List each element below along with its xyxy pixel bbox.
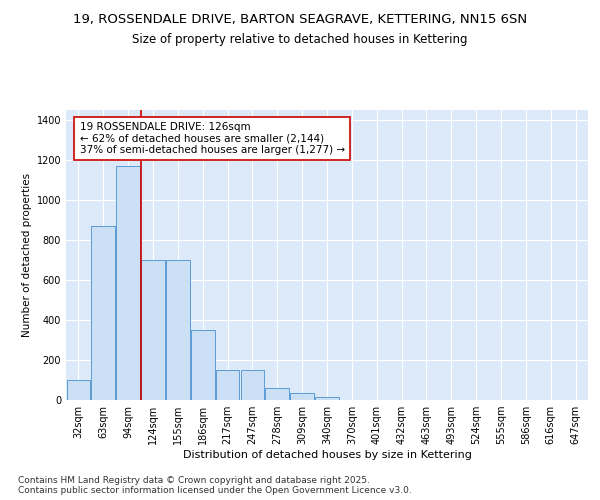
Bar [216,370,239,400]
X-axis label: Distribution of detached houses by size in Kettering: Distribution of detached houses by size … [182,450,472,460]
Bar [241,370,264,400]
Bar [141,260,165,400]
Bar [91,226,115,400]
Text: 19 ROSSENDALE DRIVE: 126sqm
← 62% of detached houses are smaller (2,144)
37% of : 19 ROSSENDALE DRIVE: 126sqm ← 62% of det… [80,122,345,155]
Bar [116,166,140,400]
Text: Contains HM Land Registry data © Crown copyright and database right 2025.
Contai: Contains HM Land Registry data © Crown c… [18,476,412,495]
Bar [315,397,339,400]
Bar [191,330,215,400]
Bar [290,393,314,400]
Y-axis label: Number of detached properties: Number of detached properties [22,173,32,337]
Bar [67,380,90,400]
Text: 19, ROSSENDALE DRIVE, BARTON SEAGRAVE, KETTERING, NN15 6SN: 19, ROSSENDALE DRIVE, BARTON SEAGRAVE, K… [73,12,527,26]
Bar [265,388,289,400]
Text: Size of property relative to detached houses in Kettering: Size of property relative to detached ho… [132,32,468,46]
Bar [166,260,190,400]
